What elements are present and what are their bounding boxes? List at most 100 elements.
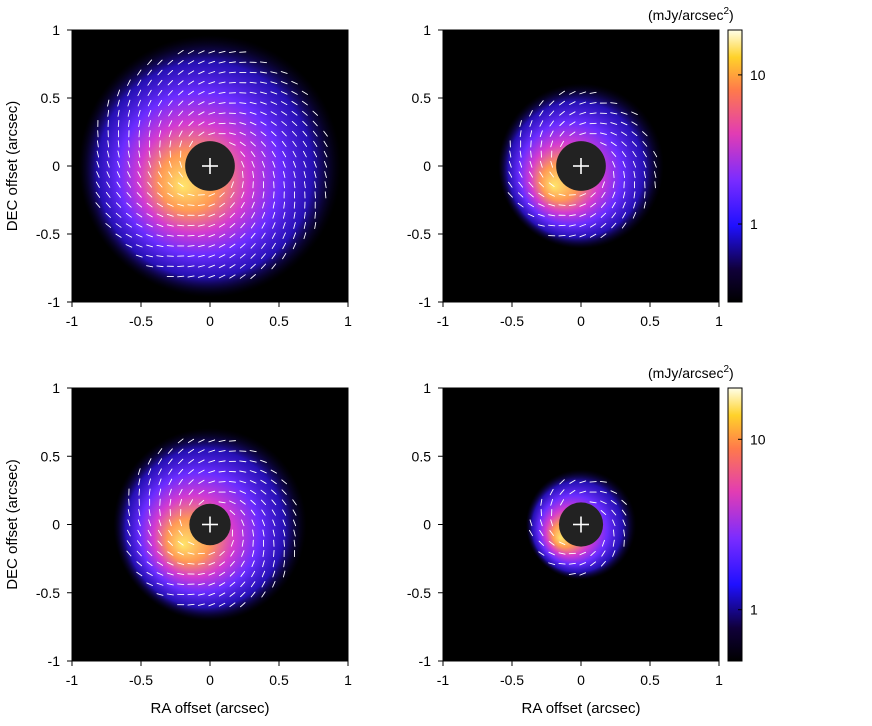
polarization-vector [148, 150, 151, 158]
x-tick-label: 1 [344, 672, 352, 688]
polarization-vector [138, 150, 141, 158]
polarization-vector [549, 100, 555, 106]
polarization-vector [548, 214, 556, 217]
polarization-vector [249, 111, 257, 115]
polarization-vector [589, 112, 597, 115]
polarization-vector [166, 224, 174, 227]
polarization-vector [177, 80, 184, 86]
polarization-vector [600, 212, 607, 218]
polarization-vector [208, 244, 216, 248]
polarization-vector [218, 254, 226, 258]
polarization-vector [569, 111, 576, 116]
polarization-vector [568, 234, 576, 237]
polarization-vector [187, 275, 195, 278]
polarization-vector [208, 101, 216, 105]
polarization-vector [250, 131, 257, 136]
y-tick-label: 1 [423, 380, 431, 396]
polarization-vector [600, 233, 607, 239]
polarization-vector [293, 211, 296, 219]
polarization-vector [146, 550, 153, 557]
polarization-vector [270, 469, 277, 474]
polarization-vector [229, 212, 236, 218]
polarization-vector [260, 111, 267, 116]
polarization-vector [622, 161, 626, 168]
polarization-vector [549, 120, 554, 127]
polarization-vector [653, 161, 657, 168]
polarization-vector [229, 202, 235, 208]
polarization-vector [95, 202, 101, 208]
polarization-vector [138, 478, 141, 486]
polarization-vector [240, 581, 246, 587]
polarization-vector [166, 572, 174, 576]
polarization-vector [187, 593, 195, 596]
polarization-vector [569, 101, 576, 105]
polarization-vector [549, 171, 554, 178]
polarization-vector [156, 561, 164, 566]
polarization-vector [632, 212, 637, 219]
polarization-vector [198, 70, 205, 75]
polarization-vector [127, 171, 131, 178]
polarization-vector [168, 478, 173, 486]
polarization-vector [612, 191, 616, 199]
polarization-vector [250, 581, 256, 588]
polarization-vector [259, 81, 267, 84]
polarization-vector [167, 80, 173, 86]
polarization-vector [282, 150, 287, 158]
polarization-vector [620, 121, 628, 126]
polarization-vector [518, 171, 523, 178]
polarization-vector [157, 171, 162, 178]
polarization-vector [293, 222, 296, 229]
polarization-vector [229, 602, 236, 607]
polarization-vector [654, 181, 656, 189]
polarization-vector [270, 71, 278, 74]
polarization-vector [292, 509, 297, 516]
polarization-vector [590, 550, 596, 557]
polarization-vector [137, 109, 141, 117]
polarization-vector [95, 191, 101, 198]
polarization-vector [550, 498, 554, 506]
polarization-vector [208, 71, 216, 74]
polarization-vector [179, 140, 183, 148]
polarization-vector [208, 60, 216, 64]
polarization-vector [148, 160, 152, 168]
polarization-vector [148, 509, 151, 517]
panel-bottom-left: -1 -0.5 0 0.5 1 1 0.5 0 -0.5 -1 RA offset (arcsec)… [4, 380, 352, 717]
polarization-vector [273, 549, 275, 558]
polarization-vector [168, 110, 173, 117]
polarization-vector [177, 203, 185, 207]
polarization-vector [218, 91, 226, 94]
polarization-vector [208, 264, 216, 268]
polarization-vector [117, 109, 120, 117]
polarization-vector [260, 479, 267, 484]
polarization-vector [260, 499, 267, 506]
polarization-vector [187, 245, 195, 247]
polarization-vector [126, 550, 132, 557]
polarization-vector [147, 99, 152, 107]
polarization-vector [529, 160, 533, 168]
polarization-vector [156, 224, 164, 227]
polarization-vector [548, 551, 555, 556]
x-tick-label: -1 [437, 672, 450, 688]
polarization-vector [107, 150, 110, 158]
polarization-vector [239, 460, 247, 463]
polarization-vector [642, 131, 648, 137]
polarization-vector [187, 265, 195, 268]
polarization-vector [137, 69, 142, 76]
polarization-vector [147, 59, 153, 66]
polarization-vector [178, 120, 183, 127]
polarization-vector [240, 571, 246, 577]
polarization-vector [291, 100, 298, 106]
polarization-vector [272, 201, 275, 209]
polarization-vector [96, 171, 100, 178]
polarization-vector [653, 150, 658, 158]
polarization-vector [281, 499, 287, 506]
polarization-vector [208, 551, 216, 556]
y-tick-label: -0.5 [36, 226, 60, 242]
polarization-vector [167, 69, 174, 76]
polarization-vector [589, 223, 597, 228]
polarization-vector [599, 480, 607, 483]
polarization-vector [293, 171, 296, 178]
polarization-vector [549, 530, 554, 536]
polarization-vector [138, 120, 141, 127]
polarization-vector [323, 130, 328, 137]
